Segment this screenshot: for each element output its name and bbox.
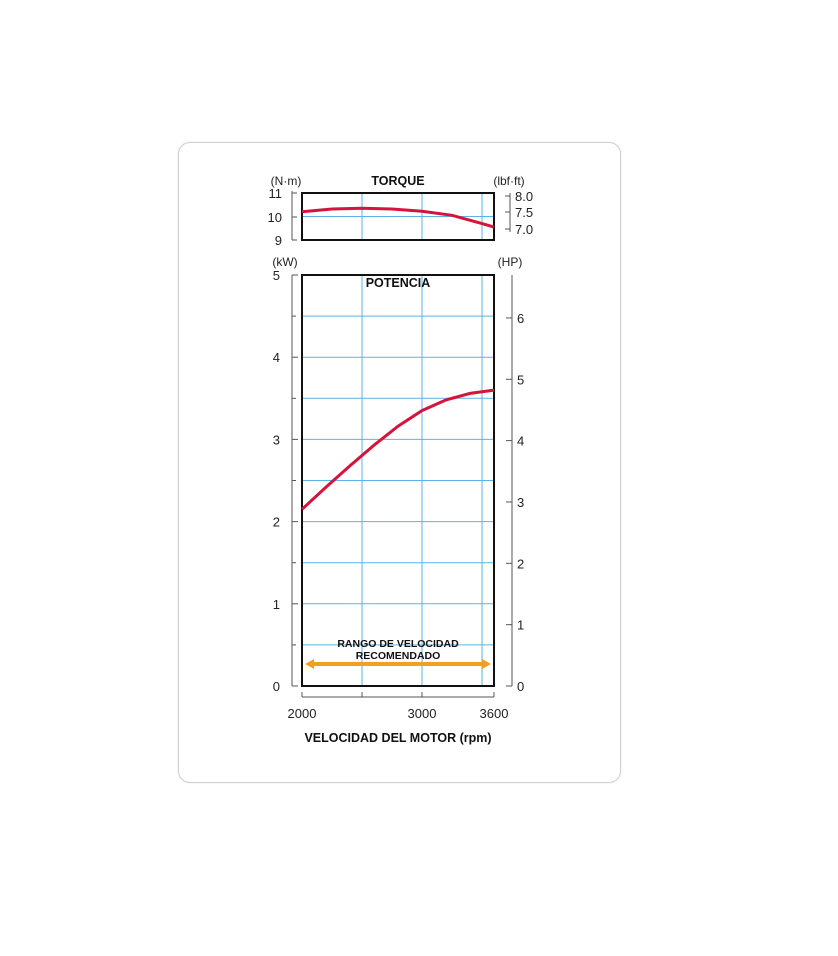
power-right-tick-label: 1 bbox=[517, 618, 524, 633]
torque-right-tick-label: 8.0 bbox=[515, 189, 533, 204]
power-series-line bbox=[300, 388, 495, 511]
torque-left-tick-label: 10 bbox=[268, 210, 282, 225]
torque-right-tick-label: 7.0 bbox=[515, 222, 533, 237]
power-x-tick-label: 2000 bbox=[288, 706, 317, 721]
power-right-unit: (HP) bbox=[498, 255, 523, 269]
power-tick-labels: 5 4 3 2 1 0 6 5 4 3 2 1 0 2000 3000 3600 bbox=[273, 268, 524, 721]
range-arrow-right-head bbox=[482, 659, 491, 669]
power-left-tick-label: 3 bbox=[273, 432, 280, 447]
torque-left-tick-label: 11 bbox=[269, 186, 283, 201]
recommended-range-arrow bbox=[305, 659, 491, 669]
power-right-tick-label: 6 bbox=[517, 311, 524, 326]
torque-series-line bbox=[301, 206, 495, 229]
torque-grid bbox=[302, 193, 494, 240]
power-left-tick-label: 2 bbox=[273, 515, 280, 530]
power-grid bbox=[302, 275, 494, 686]
power-left-tick-label: 0 bbox=[273, 679, 280, 694]
power-right-tick-label: 0 bbox=[517, 679, 524, 694]
range-label-line1: RANGO DE VELOCIDAD bbox=[337, 638, 459, 650]
torque-right-unit: (lbf·ft) bbox=[493, 174, 524, 188]
torque-left-unit: (N·m) bbox=[271, 174, 302, 188]
power-left-tick-label: 4 bbox=[273, 350, 280, 365]
x-axis-label: VELOCIDAD DEL MOTOR (rpm) bbox=[304, 731, 491, 745]
power-plot-frame bbox=[301, 274, 495, 687]
power-left-tick-label: 1 bbox=[273, 597, 280, 612]
torque-plot-frame bbox=[301, 192, 495, 241]
power-x-tick-label: 3000 bbox=[408, 706, 437, 721]
range-arrow-left-head bbox=[305, 659, 314, 669]
power-left-tick-label: 5 bbox=[273, 268, 280, 283]
torque-tick-labels: 11 10 9 8.07.5 7.0 bbox=[268, 186, 534, 248]
torque-title: TORQUE bbox=[371, 174, 424, 188]
torque-right-tick-label: 7.5 bbox=[515, 205, 533, 220]
torque-left-tick-label: 9 bbox=[275, 233, 282, 248]
power-right-tick-label: 3 bbox=[517, 495, 524, 510]
power-right-tick-label: 2 bbox=[517, 556, 524, 571]
power-left-unit: (kW) bbox=[272, 255, 297, 269]
power-right-tick-label: 4 bbox=[517, 434, 524, 449]
torque-axes bbox=[291, 191, 511, 240]
power-right-tick-label: 5 bbox=[517, 372, 524, 387]
power-x-tick-label: 3600 bbox=[480, 706, 509, 721]
torque-panel: (N·m) TORQUE (lbf·ft) 11 10 9 8.07.5 7.0 bbox=[268, 174, 534, 248]
power-panel: (kW) (HP) 5 4 3 2 1 0 6 5 4 3 2 1 0 2000 3000 3600 POTE… bbox=[272, 255, 524, 745]
range-label-line2: RECOMENDADO bbox=[356, 650, 441, 662]
chart-card bbox=[178, 142, 621, 783]
power-title: POTENCIA bbox=[366, 276, 431, 290]
